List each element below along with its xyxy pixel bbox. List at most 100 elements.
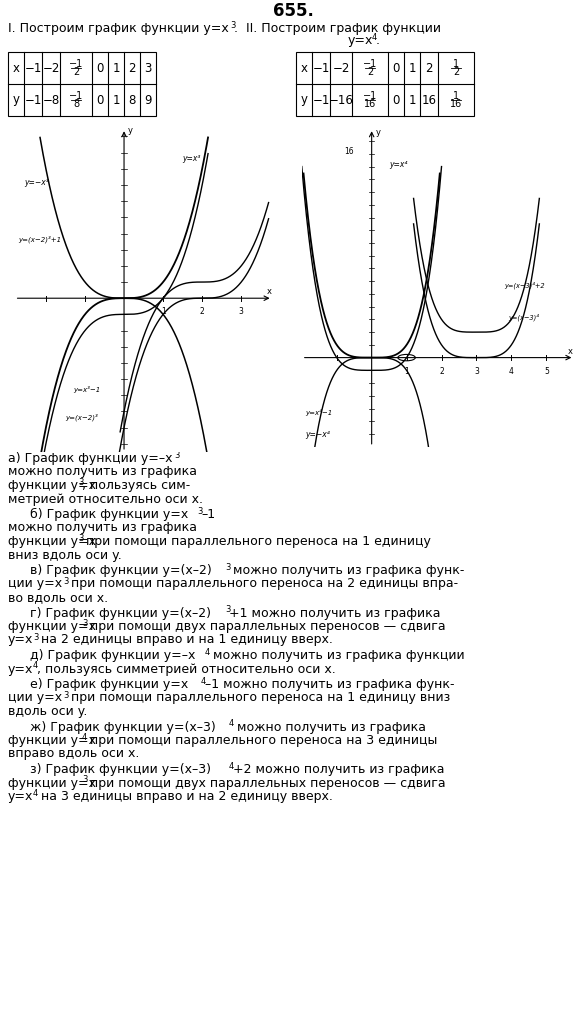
Text: 1: 1 <box>453 91 459 101</box>
Text: y=x³: y=x³ <box>183 154 201 162</box>
Text: −1: −1 <box>312 93 330 107</box>
Text: 3: 3 <box>78 534 83 543</box>
Text: 1: 1 <box>113 93 120 107</box>
Text: −16: −16 <box>329 93 353 107</box>
Text: 3: 3 <box>63 690 69 699</box>
Text: 3: 3 <box>225 606 230 614</box>
Text: 2: 2 <box>73 67 79 77</box>
Text: 16: 16 <box>364 99 376 109</box>
Text: 1: 1 <box>113 62 120 75</box>
Text: 9: 9 <box>144 93 152 107</box>
Text: 1: 1 <box>161 307 165 316</box>
Text: можно получить из графика функции: можно получить из графика функции <box>209 649 465 662</box>
Text: 1: 1 <box>453 59 459 69</box>
Text: x: x <box>12 62 19 75</box>
Text: −2: −2 <box>332 62 350 75</box>
Text: −1: −1 <box>363 91 377 101</box>
Text: б) График функции y=x: б) График функции y=x <box>30 508 188 521</box>
Text: 1: 1 <box>408 62 415 75</box>
Text: −1: −1 <box>363 59 377 69</box>
Text: 3: 3 <box>33 633 38 642</box>
Text: 4: 4 <box>82 733 87 741</box>
Text: ции y=x: ции y=x <box>8 691 62 705</box>
Text: а) График функции y=–x: а) График функции y=–x <box>8 452 172 465</box>
Text: з) График функции y=(x–3): з) График функции y=(x–3) <box>30 763 211 776</box>
Text: .  II. Построим график функции: . II. Построим график функции <box>234 22 441 35</box>
Text: вправо вдоль оси x.: вправо вдоль оси x. <box>8 748 139 761</box>
Text: 3: 3 <box>197 507 202 516</box>
Text: 4: 4 <box>201 677 206 686</box>
Text: x: x <box>567 347 573 355</box>
Text: 16: 16 <box>421 93 437 107</box>
Text: y: y <box>128 126 133 136</box>
Text: можно получить из графика: можно получить из графика <box>233 721 426 733</box>
Text: −1: −1 <box>69 91 83 101</box>
Text: –1 можно получить из графика функ-: –1 можно получить из графика функ- <box>205 678 455 691</box>
Text: 4: 4 <box>229 720 234 728</box>
Text: при помощи двух параллельных переносов — сдвига: при помощи двух параллельных переносов —… <box>86 620 445 633</box>
Text: 2: 2 <box>367 67 373 77</box>
Text: y=(x−2)³: y=(x−2)³ <box>66 414 98 421</box>
Text: 4: 4 <box>33 661 38 671</box>
Text: 3: 3 <box>82 775 87 785</box>
Text: −2: −2 <box>42 62 60 75</box>
Text: y=(x−3)⁴+2: y=(x−3)⁴+2 <box>505 281 545 289</box>
Text: 3: 3 <box>239 307 244 316</box>
Text: функции y=x: функции y=x <box>8 776 96 790</box>
Text: −8: −8 <box>42 93 60 107</box>
Text: y=x³−1: y=x³−1 <box>73 386 101 393</box>
Text: функции y=x: функции y=x <box>8 734 96 747</box>
Text: 16: 16 <box>345 147 354 156</box>
Text: I. Построим график функции y=x: I. Построим график функции y=x <box>8 22 229 35</box>
Text: 0: 0 <box>96 93 104 107</box>
Text: y=x: y=x <box>8 790 33 803</box>
Text: 8: 8 <box>73 99 79 109</box>
Text: 3: 3 <box>144 62 152 75</box>
Text: 1: 1 <box>408 93 415 107</box>
Text: 2: 2 <box>200 307 205 316</box>
Text: , пользуясь сим-: , пользуясь сим- <box>82 479 190 492</box>
Text: −1: −1 <box>312 62 330 75</box>
Text: на 3 единицы вправо и на 2 единицу вверх.: на 3 единицы вправо и на 2 единицу вверх… <box>37 790 333 803</box>
Text: y=(x−3)⁴: y=(x−3)⁴ <box>508 313 539 320</box>
Text: 2: 2 <box>453 67 459 77</box>
Text: 3: 3 <box>225 563 230 572</box>
Text: –1: –1 <box>201 508 215 521</box>
Text: вниз вдоль оси y.: вниз вдоль оси y. <box>8 548 122 562</box>
Text: +1 можно получить из графика: +1 можно получить из графика <box>229 607 441 619</box>
Text: функции y=x: функции y=x <box>8 479 96 492</box>
Text: 4: 4 <box>33 789 38 798</box>
Text: y=x: y=x <box>8 634 33 647</box>
Text: , пользуясь симметрией относительно оси x.: , пользуясь симметрией относительно оси … <box>37 662 336 676</box>
Text: 0: 0 <box>392 93 400 107</box>
Bar <box>8 52 156 116</box>
Text: y=x: y=x <box>8 662 33 676</box>
Text: y=−x⁴: y=−x⁴ <box>305 429 330 439</box>
Bar <box>296 52 474 116</box>
Text: 3: 3 <box>474 367 479 376</box>
Text: 4: 4 <box>372 33 377 42</box>
Text: 8: 8 <box>128 93 136 107</box>
Text: можно получить из графика: можно получить из графика <box>8 522 197 534</box>
Text: x: x <box>301 62 308 75</box>
Text: г) График функции y=(x–2): г) График функции y=(x–2) <box>30 607 211 619</box>
Text: y: y <box>301 93 308 107</box>
Text: ж) График функции y=(x–3): ж) График функции y=(x–3) <box>30 721 216 733</box>
Text: 1: 1 <box>404 367 409 376</box>
Text: 16: 16 <box>450 99 462 109</box>
Text: при помощи параллельного переноса на 1 единицу: при помощи параллельного переноса на 1 е… <box>82 535 431 548</box>
Text: 0: 0 <box>392 62 400 75</box>
Text: 4: 4 <box>229 762 234 771</box>
Text: 5: 5 <box>544 367 548 376</box>
Text: y=(x−2)³+1: y=(x−2)³+1 <box>19 235 62 243</box>
Text: y: y <box>12 93 19 107</box>
Text: y=x⁴−1: y=x⁴−1 <box>305 409 332 416</box>
Text: 4: 4 <box>205 648 210 657</box>
Text: е) График функции y=x: е) График функции y=x <box>30 678 188 691</box>
Text: y=x⁴: y=x⁴ <box>389 159 407 168</box>
Text: −1: −1 <box>24 62 42 75</box>
Text: 655.: 655. <box>272 2 314 20</box>
Text: 3: 3 <box>78 478 83 487</box>
Text: +2 можно получить из графика: +2 можно получить из графика <box>233 763 445 776</box>
Text: y=−x³: y=−x³ <box>25 178 49 187</box>
